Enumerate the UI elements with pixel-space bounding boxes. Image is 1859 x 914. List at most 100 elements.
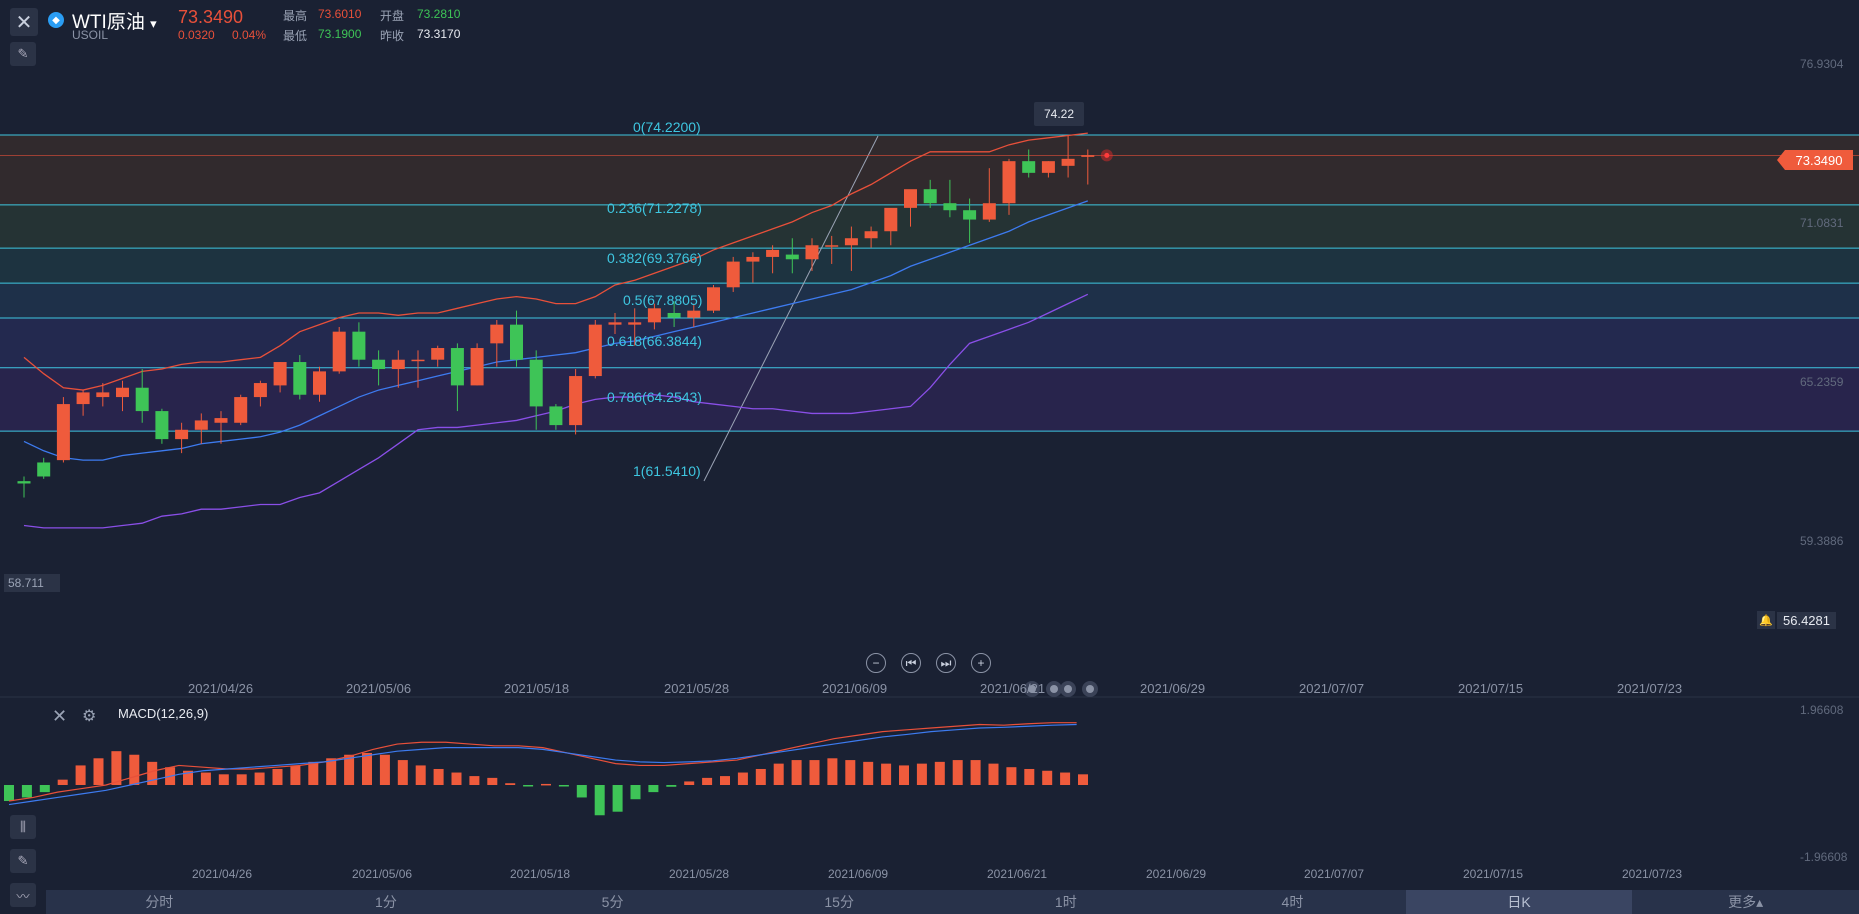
candle-body [253,383,267,398]
x-tick: 2021/05/28 [664,681,730,696]
price-change-pct: 0.04% [232,28,267,42]
macd-bar [129,754,140,785]
macd-y-tick: -1.96608 [1800,850,1848,864]
macd-bar [881,763,892,785]
macd-bar [469,776,480,785]
close-icon: ✕ [15,11,33,34]
scroll-start-button[interactable]: ⏮ [901,653,921,673]
macd-x-tick: 2021/05/28 [669,867,730,881]
macd-bar [576,785,587,798]
tab-1min[interactable]: 1分 [375,894,397,910]
timeframe-tabs: 分时 1分 5分 15分 1时 4时 日K 更多▴ [46,890,1859,914]
macd-bar [57,779,68,785]
macd-bar [773,763,784,785]
macd-x-tick: 2021/06/09 [828,867,889,881]
macd-bar [272,768,283,785]
pin-icon: ✎ [17,46,29,61]
close-button[interactable]: ✕ [10,8,38,36]
macd-bar [1042,770,1053,785]
macd-x-tick: 2021/06/29 [1146,867,1207,881]
candle-body [450,348,464,386]
macd-bar [541,783,551,786]
indicator-dot[interactable] [1046,681,1062,697]
symbol-selector[interactable]: WTI原油 ▾ [72,7,157,34]
x-tick: 2021/06/09 [822,681,888,696]
tab-more[interactable]: 更多▴ [1728,894,1764,910]
macd-bar [863,761,874,785]
tab-daily[interactable]: 日K [1405,890,1633,914]
pin-button[interactable]: ✎ [10,42,36,66]
macd-bar [612,785,623,812]
macd-bar [755,768,766,785]
macd-bar [183,770,193,785]
candle-body [214,418,228,423]
ma-upper-line [23,132,1088,391]
candle-body [490,324,504,344]
candle-body [411,359,425,362]
candle-body [667,312,681,318]
pencil-icon[interactable]: ✎ [10,849,36,873]
indicator-dot[interactable] [1060,681,1076,697]
candle-body [864,231,878,239]
candle-body [431,348,445,360]
candle-body [844,238,858,246]
candle-body [1022,161,1036,173]
candle-body [963,210,977,220]
macd-x-tick: 2021/07/23 [1622,867,1683,881]
macd-bar [594,785,605,816]
candle-body [884,207,898,232]
zoom-in-button[interactable]: + [971,653,991,673]
macd-bar [93,758,104,785]
candle-body [805,245,819,260]
indicator-dot[interactable] [1024,681,1040,697]
candle-body [96,392,110,398]
candle-body [569,376,583,426]
candle-body [76,392,90,405]
tab-5min[interactable]: 5分 [601,894,624,910]
macd-bar [111,751,122,785]
candle-body [1061,158,1075,166]
gear-icon[interactable]: ⚙ [82,708,97,725]
macd-bar [1060,772,1071,785]
price-alert[interactable]: 🔔 56.4281 [1757,610,1836,630]
fib-band [0,248,1859,284]
tab-1hour[interactable]: 1时 [1054,894,1077,910]
open-label: 开盘 [380,9,405,23]
candle-body [37,462,51,477]
zoom-out-button[interactable]: − [866,653,886,673]
candle-body [1081,155,1095,157]
candle-body [726,261,740,288]
fib-band [0,283,1859,319]
current-price-tag: 73.3490 [1777,150,1853,170]
indicator-icon[interactable]: 〰 [10,883,36,907]
macd-close-icon[interactable]: ✕ [52,706,68,726]
trend-line [703,135,879,482]
bell-icon[interactable]: 🔔 [1757,611,1775,629]
high-label: 最高 [283,9,308,23]
prev-close-label: 昨收 [380,29,405,43]
candle-body [135,387,149,412]
macd-bar [290,765,301,785]
x-tick: 2021/06/21 [980,681,1046,696]
macd-bar [236,774,247,785]
macd-bar [415,765,426,785]
macd-bar [934,761,945,785]
fib-label: 0(74.2200) [633,119,701,135]
candle-body [470,348,484,386]
macd-bar [827,758,838,785]
tab-15min[interactable]: 15分 [824,894,854,910]
tab-4hour[interactable]: 4时 [1281,894,1304,910]
candle-body [1041,161,1055,173]
left-price-marker: 58.711 [4,574,60,592]
macd-dea-line [8,723,1077,806]
tab-timeshare[interactable]: 分时 [145,894,174,910]
macd-bar [737,772,748,785]
indicator-dot[interactable] [1082,681,1098,697]
prev-close-value: 73.3170 [417,27,461,41]
scroll-end-button[interactable]: ⏭ [936,653,956,673]
candle-body [904,189,917,208]
candle-body [293,362,307,395]
candle-chart-icon[interactable]: ⫼ [10,815,36,839]
